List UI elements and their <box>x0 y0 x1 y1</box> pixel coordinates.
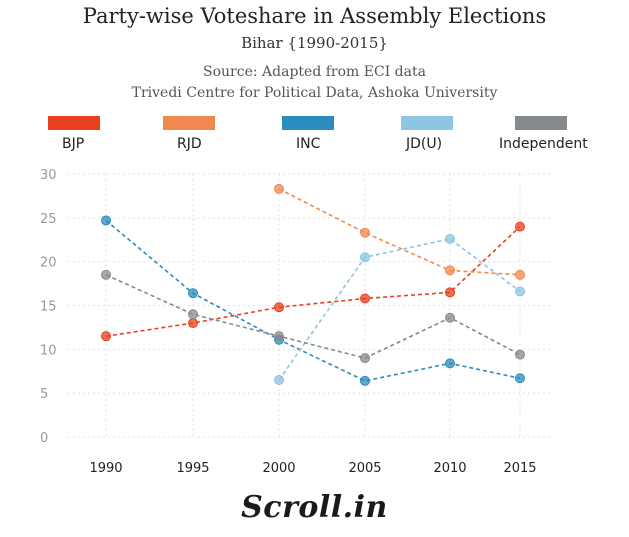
data-point-jd-u <box>515 286 525 297</box>
legend-label: JD(U) <box>406 136 443 152</box>
legend-label: RJD <box>177 136 202 152</box>
data-point-rjd <box>445 265 455 276</box>
data-point-independent <box>360 353 370 364</box>
data-point-jd-u <box>360 252 370 263</box>
data-point-bjp <box>101 331 111 342</box>
x-tick-label: 2015 <box>503 461 536 476</box>
x-tick-label: 1990 <box>89 461 122 476</box>
y-tick-label: 20 <box>40 256 57 271</box>
source-line-1: Source: Adapted from ECI data <box>203 64 426 80</box>
data-point-bjp <box>515 221 525 232</box>
legend-label: BJP <box>62 136 85 152</box>
data-point-inc <box>515 373 525 384</box>
data-point-rjd <box>515 269 525 280</box>
data-point-inc <box>188 288 198 299</box>
data-point-independent <box>101 269 111 280</box>
y-tick-label: 15 <box>40 300 57 315</box>
legend-swatch <box>163 116 215 130</box>
x-tick-label: 2005 <box>348 461 381 476</box>
series-line-rjd <box>278 188 521 276</box>
data-point-independent <box>188 309 198 320</box>
x-tick-label: 1995 <box>176 461 209 476</box>
legend-swatch <box>401 116 453 130</box>
data-point-rjd <box>274 183 284 194</box>
legend-item-rjd: RJD <box>163 116 273 156</box>
x-tick-label: 2000 <box>262 461 295 476</box>
data-point-rjd <box>360 227 370 238</box>
series-line-bjp <box>105 226 521 337</box>
legend-swatch <box>282 116 334 130</box>
data-point-inc <box>445 358 455 369</box>
scroll-logo: Scroll.in <box>241 490 388 525</box>
series-line-jd-u <box>278 238 521 381</box>
legend-label: INC <box>296 136 321 152</box>
data-point-independent <box>445 312 455 323</box>
chart-title: Party-wise Voteshare in Assembly Electio… <box>82 4 547 28</box>
series-line-inc <box>105 219 521 382</box>
data-point-bjp <box>188 318 198 329</box>
series-line-independent <box>105 274 521 359</box>
chart-subtitle: Bihar {1990-2015} <box>241 34 388 52</box>
data-point-inc <box>360 375 370 386</box>
y-tick-label: 0 <box>40 431 48 446</box>
data-point-inc <box>101 215 111 226</box>
legend-item-inc: INC <box>282 116 392 156</box>
legend-item-independent: Independent <box>499 116 625 156</box>
source-line-2: Trivedi Centre for Political Data, Ashok… <box>131 85 498 101</box>
legend-label: Independent <box>499 136 588 152</box>
legend-swatch <box>515 116 567 130</box>
legend-swatch <box>48 116 100 130</box>
y-tick-label: 30 <box>40 168 57 183</box>
y-tick-label: 5 <box>40 387 48 402</box>
data-point-jd-u <box>445 233 455 244</box>
x-tick-label: 2010 <box>433 461 466 476</box>
legend-item-bjp: BJP <box>48 116 158 156</box>
data-point-independent <box>515 349 525 360</box>
legend-item-jd-u: JD(U) <box>401 116 511 156</box>
data-point-independent <box>274 331 284 342</box>
data-point-bjp <box>445 287 455 298</box>
y-tick-label: 25 <box>40 212 57 227</box>
data-point-bjp <box>360 293 370 304</box>
data-point-bjp <box>274 302 284 313</box>
y-tick-label: 10 <box>40 343 57 358</box>
data-point-jd-u <box>274 375 284 386</box>
